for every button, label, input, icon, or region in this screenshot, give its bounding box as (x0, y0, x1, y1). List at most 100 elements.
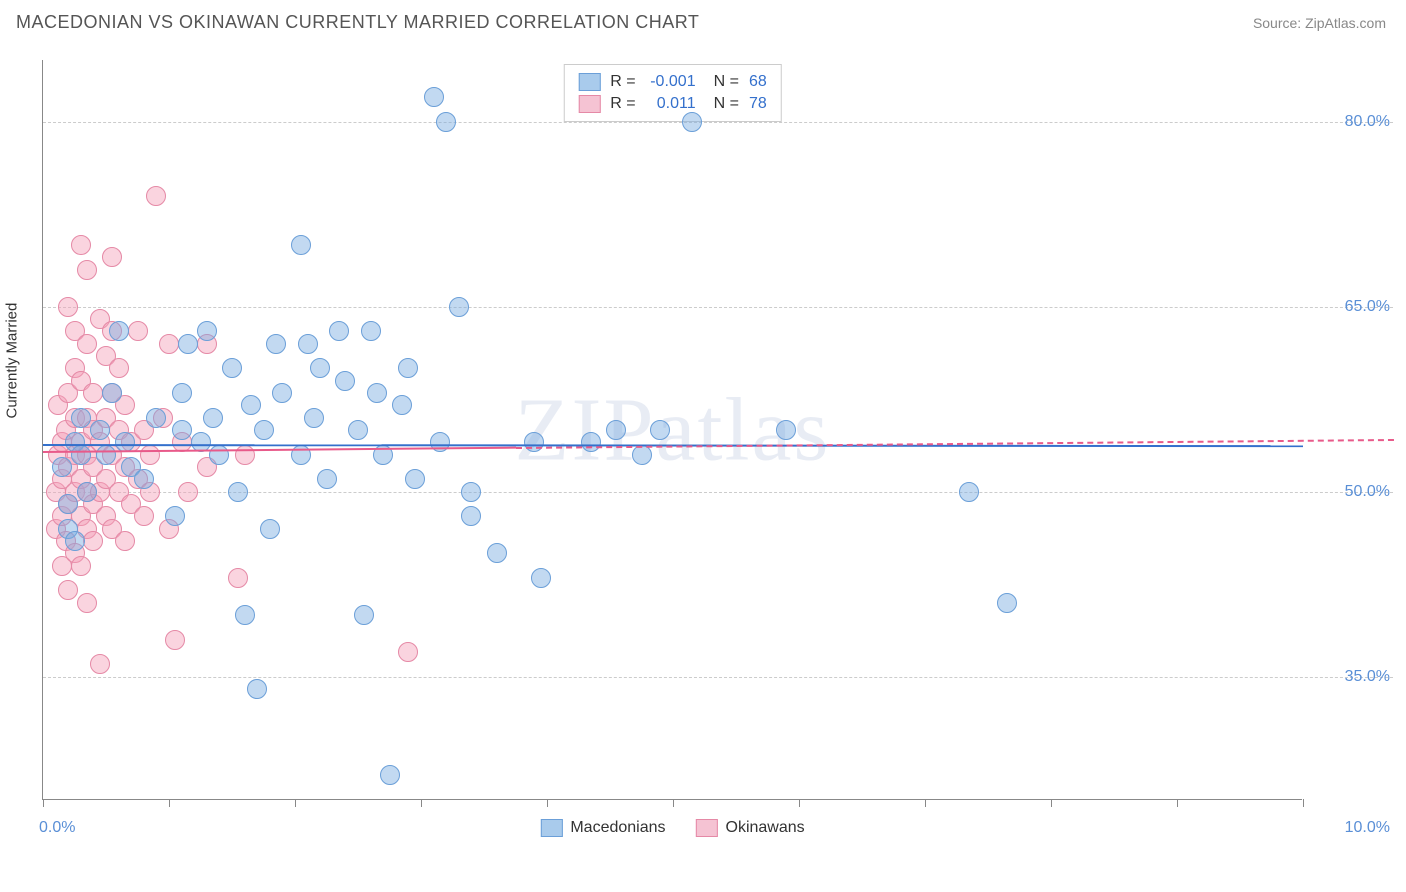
data-point (109, 321, 129, 341)
y-axis-title: Currently Married (4, 303, 21, 419)
data-point (524, 432, 544, 452)
data-point (317, 469, 337, 489)
data-point (228, 568, 248, 588)
data-point (134, 469, 154, 489)
data-point (304, 408, 324, 428)
legend-swatch-1 (540, 819, 562, 837)
data-point (776, 420, 796, 440)
x-max-label: 10.0% (1345, 819, 1390, 837)
x-min-label: 0.0% (39, 819, 75, 837)
x-tick (1051, 799, 1052, 807)
data-point (228, 482, 248, 502)
data-point (487, 543, 507, 563)
data-point (380, 765, 400, 785)
data-point (146, 408, 166, 428)
data-point (109, 358, 129, 378)
data-point (115, 531, 135, 551)
data-point (235, 605, 255, 625)
data-point (165, 506, 185, 526)
data-point (77, 482, 97, 502)
data-point (172, 383, 192, 403)
chart: Currently Married ZIPatlas R = -0.001 N … (42, 60, 1392, 800)
y-tick-label: 80.0% (1345, 113, 1390, 131)
data-point (96, 445, 116, 465)
data-point (165, 630, 185, 650)
x-tick (673, 799, 674, 807)
stats-row-1: R = -0.001 N = 68 (578, 71, 766, 93)
data-point (682, 112, 702, 132)
data-point (398, 642, 418, 662)
legend-label-2: Okinawans (726, 819, 805, 837)
data-point (83, 531, 103, 551)
data-point (272, 383, 292, 403)
data-point (650, 420, 670, 440)
data-point (140, 445, 160, 465)
data-point (606, 420, 626, 440)
stats-box: R = -0.001 N = 68 R = 0.011 N = 78 (563, 64, 781, 122)
data-point (367, 383, 387, 403)
data-point (354, 605, 374, 625)
data-point (449, 297, 469, 317)
data-point (335, 371, 355, 391)
data-point (172, 420, 192, 440)
n-label: N = (714, 73, 739, 91)
source-text: Source: ZipAtlas.com (1253, 15, 1386, 31)
r-value-1: -0.001 (646, 73, 696, 91)
data-point (71, 235, 91, 255)
x-tick (1177, 799, 1178, 807)
data-point (461, 482, 481, 502)
data-point (361, 321, 381, 341)
data-point (83, 383, 103, 403)
y-tick-label: 50.0% (1345, 483, 1390, 501)
data-point (71, 556, 91, 576)
plot-area: ZIPatlas R = -0.001 N = 68 R = 0.011 N =… (42, 60, 1302, 800)
x-tick (925, 799, 926, 807)
x-tick (799, 799, 800, 807)
gridline-h (43, 122, 1393, 123)
data-point (222, 358, 242, 378)
swatch-series1 (578, 73, 600, 91)
data-point (159, 334, 179, 354)
data-point (71, 408, 91, 428)
data-point (424, 87, 444, 107)
n-label: N = (714, 95, 739, 113)
data-point (178, 334, 198, 354)
data-point (997, 593, 1017, 613)
data-point (102, 383, 122, 403)
data-point (254, 420, 274, 440)
r-label: R = (610, 73, 635, 91)
swatch-series2 (578, 95, 600, 113)
y-tick-label: 35.0% (1345, 668, 1390, 686)
gridline-h (43, 677, 1393, 678)
gridline-h (43, 307, 1393, 308)
data-point (58, 297, 78, 317)
r-label: R = (610, 95, 635, 113)
x-tick (169, 799, 170, 807)
data-point (461, 506, 481, 526)
data-point (235, 445, 255, 465)
x-tick (295, 799, 296, 807)
data-point (178, 482, 198, 502)
y-tick-label: 65.0% (1345, 298, 1390, 316)
r-value-2: 0.011 (646, 95, 696, 113)
data-point (959, 482, 979, 502)
data-point (291, 235, 311, 255)
x-tick (1303, 799, 1304, 807)
data-point (392, 395, 412, 415)
n-value-1: 68 (749, 73, 767, 91)
data-point (209, 445, 229, 465)
data-point (77, 593, 97, 613)
data-point (329, 321, 349, 341)
data-point (247, 679, 267, 699)
data-point (128, 321, 148, 341)
legend-swatch-2 (696, 819, 718, 837)
x-tick (421, 799, 422, 807)
legend-item-2: Okinawans (696, 819, 805, 837)
data-point (266, 334, 286, 354)
data-point (348, 420, 368, 440)
data-point (58, 580, 78, 600)
data-point (241, 395, 261, 415)
stats-row-2: R = 0.011 N = 78 (578, 93, 766, 115)
n-value-2: 78 (749, 95, 767, 113)
legend-label-1: Macedonians (570, 819, 665, 837)
